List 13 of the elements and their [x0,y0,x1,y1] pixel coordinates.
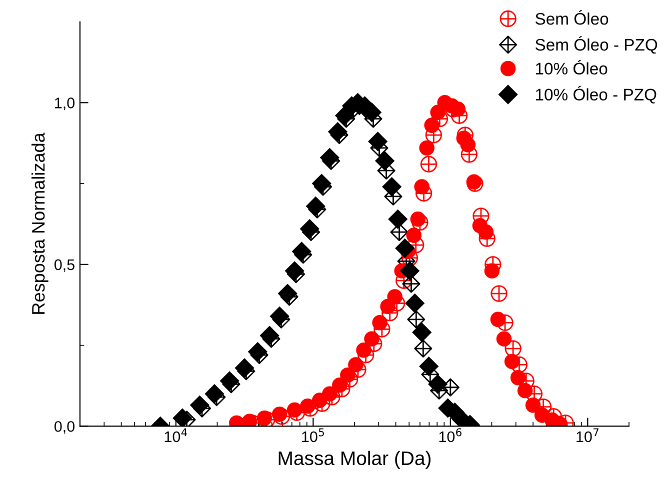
x-tick-label: 10$^{5}$ [302,428,324,442]
x-axis-title: Massa Molar (Da) [278,450,431,469]
x-tick-label: 10$^{6}$ [439,428,462,442]
y-axis-title: Resposta Normalizada [31,132,48,314]
y-tick-label: 0,0 [54,421,75,434]
legend-label: Sem Óleo [536,10,608,25]
legend-label: 10% Óleo - PZQ [536,86,656,104]
x-tick-label: 10$^{7}$ [576,428,598,442]
x-tick-label: 10$^{4}$ [164,428,188,442]
legend-label: 10% Óleo [536,60,608,75]
y-tick-label: 0,5 [54,259,74,272]
y-tick-label: 1,0 [55,98,75,110]
legend-label: Sem Óleo - PZQ [536,36,658,54]
